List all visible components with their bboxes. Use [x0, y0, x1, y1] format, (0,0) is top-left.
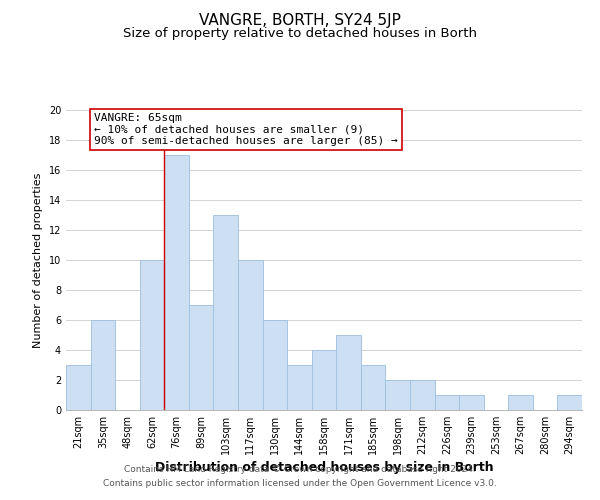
- Bar: [385, 380, 410, 410]
- Bar: [287, 365, 312, 410]
- Bar: [557, 395, 582, 410]
- Text: VANGRE, BORTH, SY24 5JP: VANGRE, BORTH, SY24 5JP: [199, 12, 401, 28]
- Bar: [214, 215, 238, 410]
- Text: Size of property relative to detached houses in Borth: Size of property relative to detached ho…: [123, 28, 477, 40]
- Bar: [140, 260, 164, 410]
- Bar: [66, 365, 91, 410]
- Bar: [263, 320, 287, 410]
- Bar: [410, 380, 434, 410]
- Bar: [91, 320, 115, 410]
- Bar: [312, 350, 336, 410]
- X-axis label: Distribution of detached houses by size in Borth: Distribution of detached houses by size …: [155, 461, 493, 474]
- Y-axis label: Number of detached properties: Number of detached properties: [33, 172, 43, 348]
- Text: VANGRE: 65sqm
← 10% of detached houses are smaller (9)
90% of semi-detached hous: VANGRE: 65sqm ← 10% of detached houses a…: [94, 113, 398, 146]
- Bar: [508, 395, 533, 410]
- Bar: [459, 395, 484, 410]
- Bar: [434, 395, 459, 410]
- Bar: [164, 155, 189, 410]
- Bar: [336, 335, 361, 410]
- Bar: [361, 365, 385, 410]
- Bar: [189, 305, 214, 410]
- Bar: [238, 260, 263, 410]
- Text: Contains HM Land Registry data © Crown copyright and database right 2024.
Contai: Contains HM Land Registry data © Crown c…: [103, 466, 497, 487]
